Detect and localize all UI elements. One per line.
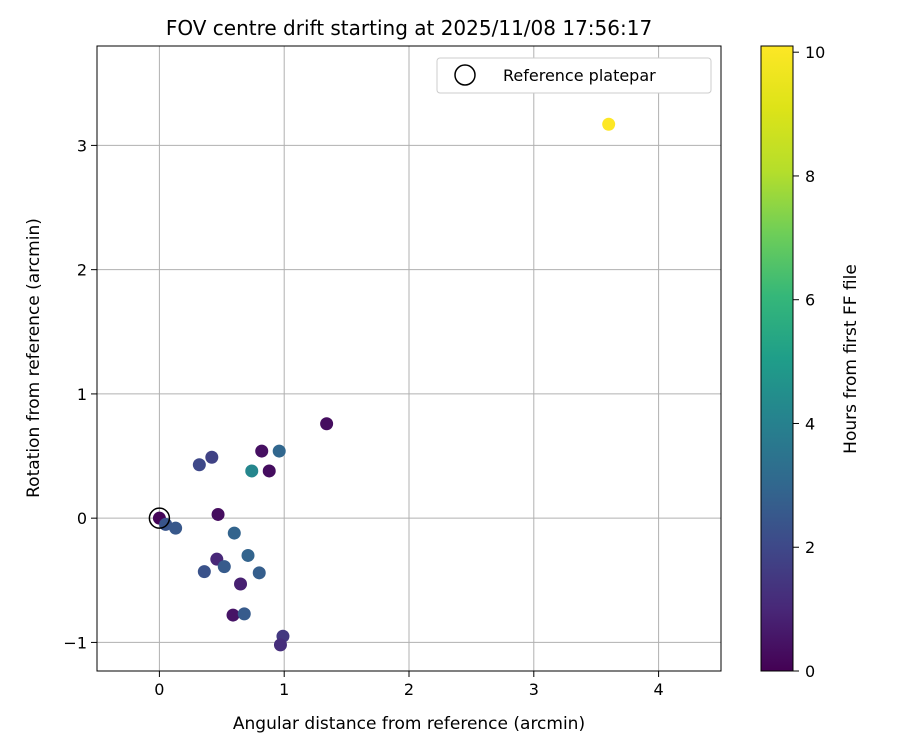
data-point [320,417,334,431]
x-tick-label: 0 [154,680,164,699]
data-point [241,548,255,562]
plot-frame [96,45,722,672]
scatter-points [148,117,616,652]
plot-axes: 0 1 2 3 4 −1 0 1 2 3 [63,45,722,699]
colorbar: 0 2 4 6 8 10 Hours from first FF file [760,43,861,681]
y-axis-label: Rotation from reference (arcmin) [24,218,44,498]
data-point [205,450,219,464]
data-point [273,638,287,652]
data-point [237,607,251,621]
grid-lines [97,46,721,671]
colorbar-ticks: 0 2 4 6 8 10 [793,43,825,681]
x-tick-label: 4 [654,680,664,699]
data-point [211,507,225,521]
x-axis-label: Angular distance from reference (arcmin) [233,714,585,734]
colorbar-gradient [760,45,794,672]
data-point [192,458,206,472]
y-tick-label: 3 [77,136,87,155]
chart-title: FOV centre drift starting at 2025/11/08 … [166,16,652,40]
colorbar-tick-label: 4 [805,414,815,433]
y-tick-label: 1 [77,385,87,404]
legend: Reference platepar [436,57,712,94]
x-tick-label: 1 [279,680,289,699]
legend-marker [454,64,476,86]
data-point [245,464,259,478]
legend-label: Reference platepar [503,66,656,85]
x-tick-label: 3 [529,680,539,699]
colorbar-tick-label: 0 [805,662,815,681]
data-point [217,560,231,574]
colorbar-tick-label: 2 [805,538,815,557]
colorbar-tick-label: 8 [805,167,815,186]
data-point [197,565,211,579]
data-point [602,117,616,131]
data-point [255,444,269,458]
y-tick-label: −1 [63,633,87,652]
data-point [227,526,241,540]
colorbar-tick-label: 10 [805,43,825,62]
reference-point-marker [148,507,171,529]
colorbar-tick-label: 6 [805,291,815,310]
y-tick-label: 2 [77,261,87,280]
data-point [226,608,240,622]
x-tick-label: 2 [404,680,414,699]
colorbar-label: Hours from first FF file [841,264,861,454]
data-point [252,566,266,580]
data-point [262,464,276,478]
y-tick-label: 0 [77,509,87,528]
data-point [234,577,248,591]
data-point [272,444,286,458]
data-point [169,521,183,535]
legend-box [436,57,712,94]
